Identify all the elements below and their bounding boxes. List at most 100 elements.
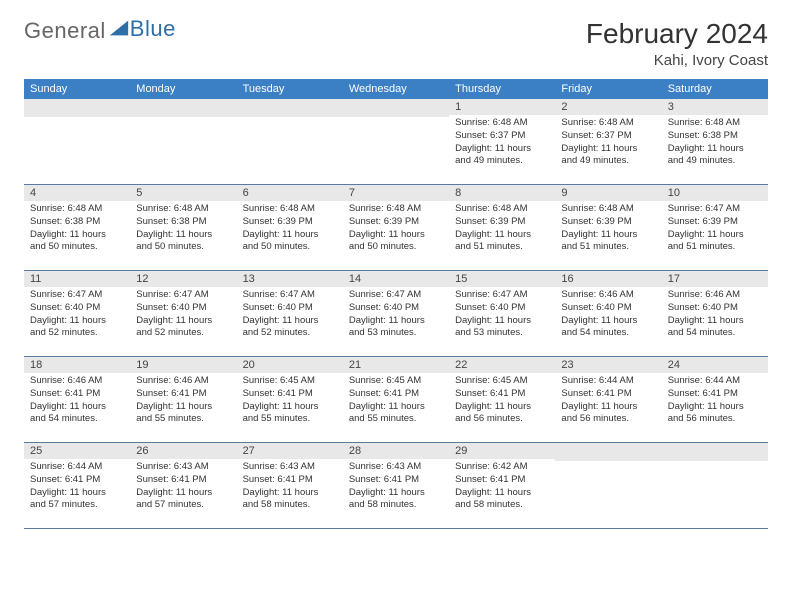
sunset-text: Sunset: 6:41 PM [349, 388, 443, 401]
cell-content: Sunrise: 6:47 AMSunset: 6:40 PMDaylight:… [449, 287, 555, 344]
cell-content: Sunrise: 6:42 AMSunset: 6:41 PMDaylight:… [449, 459, 555, 516]
sunrise-text: Sunrise: 6:44 AM [668, 375, 762, 388]
calendar-cell: 2Sunrise: 6:48 AMSunset: 6:37 PMDaylight… [555, 99, 661, 185]
calendar-cell [555, 443, 661, 529]
sunrise-text: Sunrise: 6:42 AM [455, 461, 549, 474]
day-number: 21 [343, 357, 449, 373]
day-number: 28 [343, 443, 449, 459]
sunrise-text: Sunrise: 6:48 AM [455, 203, 549, 216]
day-number: 3 [662, 99, 768, 115]
calendar-cell: 5Sunrise: 6:48 AMSunset: 6:38 PMDaylight… [130, 185, 236, 271]
calendar: Sunday Monday Tuesday Wednesday Thursday… [24, 79, 768, 529]
day-number: 16 [555, 271, 661, 287]
sunrise-text: Sunrise: 6:48 AM [561, 117, 655, 130]
calendar-cell: 20Sunrise: 6:45 AMSunset: 6:41 PMDayligh… [237, 357, 343, 443]
daylight-text: Daylight: 11 hours and 58 minutes. [455, 487, 549, 513]
sunset-text: Sunset: 6:37 PM [561, 130, 655, 143]
daylight-text: Daylight: 11 hours and 52 minutes. [136, 315, 230, 341]
day-number [662, 443, 768, 461]
cell-content: Sunrise: 6:45 AMSunset: 6:41 PMDaylight:… [343, 373, 449, 430]
sunrise-text: Sunrise: 6:44 AM [30, 461, 124, 474]
day-header: Wednesday [343, 79, 449, 99]
calendar-cell: 27Sunrise: 6:43 AMSunset: 6:41 PMDayligh… [237, 443, 343, 529]
logo-text-1: General [24, 18, 106, 44]
calendar-cell [343, 99, 449, 185]
day-number: 26 [130, 443, 236, 459]
day-number: 13 [237, 271, 343, 287]
sunrise-text: Sunrise: 6:45 AM [455, 375, 549, 388]
calendar-cell [237, 99, 343, 185]
cell-content: Sunrise: 6:45 AMSunset: 6:41 PMDaylight:… [237, 373, 343, 430]
cell-content: Sunrise: 6:44 AMSunset: 6:41 PMDaylight:… [24, 459, 130, 516]
page-subtitle: Kahi, Ivory Coast [586, 52, 768, 69]
daylight-text: Daylight: 11 hours and 58 minutes. [349, 487, 443, 513]
day-number: 20 [237, 357, 343, 373]
daylight-text: Daylight: 11 hours and 56 minutes. [668, 401, 762, 427]
cell-content: Sunrise: 6:48 AMSunset: 6:37 PMDaylight:… [555, 115, 661, 172]
sunrise-text: Sunrise: 6:46 AM [668, 289, 762, 302]
sunrise-text: Sunrise: 6:46 AM [561, 289, 655, 302]
sunset-text: Sunset: 6:40 PM [349, 302, 443, 315]
title-block: February 2024 Kahi, Ivory Coast [586, 18, 768, 69]
page-header: General Blue February 2024 Kahi, Ivory C… [24, 18, 768, 69]
cell-content: Sunrise: 6:47 AMSunset: 6:39 PMDaylight:… [662, 201, 768, 258]
calendar-cell [130, 99, 236, 185]
cell-content: Sunrise: 6:47 AMSunset: 6:40 PMDaylight:… [237, 287, 343, 344]
logo-text-2: Blue [130, 16, 176, 42]
day-number: 29 [449, 443, 555, 459]
calendar-cell: 7Sunrise: 6:48 AMSunset: 6:39 PMDaylight… [343, 185, 449, 271]
cell-content: Sunrise: 6:43 AMSunset: 6:41 PMDaylight:… [343, 459, 449, 516]
cell-content: Sunrise: 6:44 AMSunset: 6:41 PMDaylight:… [555, 373, 661, 430]
sunset-text: Sunset: 6:39 PM [668, 216, 762, 229]
sunset-text: Sunset: 6:41 PM [349, 474, 443, 487]
day-number: 18 [24, 357, 130, 373]
cell-content: Sunrise: 6:48 AMSunset: 6:37 PMDaylight:… [449, 115, 555, 172]
page-title: February 2024 [586, 18, 768, 50]
daylight-text: Daylight: 11 hours and 50 minutes. [136, 229, 230, 255]
calendar-cell: 4Sunrise: 6:48 AMSunset: 6:38 PMDaylight… [24, 185, 130, 271]
sunset-text: Sunset: 6:40 PM [30, 302, 124, 315]
daylight-text: Daylight: 11 hours and 51 minutes. [668, 229, 762, 255]
day-number: 22 [449, 357, 555, 373]
daylight-text: Daylight: 11 hours and 51 minutes. [561, 229, 655, 255]
calendar-cell: 18Sunrise: 6:46 AMSunset: 6:41 PMDayligh… [24, 357, 130, 443]
day-number: 4 [24, 185, 130, 201]
daylight-text: Daylight: 11 hours and 56 minutes. [455, 401, 549, 427]
daylight-text: Daylight: 11 hours and 55 minutes. [136, 401, 230, 427]
day-number: 1 [449, 99, 555, 115]
sunrise-text: Sunrise: 6:48 AM [30, 203, 124, 216]
daylight-text: Daylight: 11 hours and 53 minutes. [349, 315, 443, 341]
daylight-text: Daylight: 11 hours and 51 minutes. [455, 229, 549, 255]
cell-content: Sunrise: 6:48 AMSunset: 6:38 PMDaylight:… [662, 115, 768, 172]
day-number: 15 [449, 271, 555, 287]
cell-content: Sunrise: 6:46 AMSunset: 6:41 PMDaylight:… [24, 373, 130, 430]
sunrise-text: Sunrise: 6:46 AM [136, 375, 230, 388]
day-number [555, 443, 661, 461]
cell-content: Sunrise: 6:48 AMSunset: 6:38 PMDaylight:… [24, 201, 130, 258]
sunrise-text: Sunrise: 6:47 AM [349, 289, 443, 302]
sunset-text: Sunset: 6:41 PM [243, 388, 337, 401]
daylight-text: Daylight: 11 hours and 57 minutes. [30, 487, 124, 513]
sunrise-text: Sunrise: 6:43 AM [349, 461, 443, 474]
calendar-day-headers: Sunday Monday Tuesday Wednesday Thursday… [24, 79, 768, 99]
sunset-text: Sunset: 6:37 PM [455, 130, 549, 143]
calendar-body: 1Sunrise: 6:48 AMSunset: 6:37 PMDaylight… [24, 99, 768, 529]
sunset-text: Sunset: 6:41 PM [561, 388, 655, 401]
logo-triangle-icon [108, 17, 130, 39]
calendar-cell: 1Sunrise: 6:48 AMSunset: 6:37 PMDaylight… [449, 99, 555, 185]
sunrise-text: Sunrise: 6:47 AM [243, 289, 337, 302]
daylight-text: Daylight: 11 hours and 52 minutes. [30, 315, 124, 341]
calendar-cell: 10Sunrise: 6:47 AMSunset: 6:39 PMDayligh… [662, 185, 768, 271]
sunrise-text: Sunrise: 6:48 AM [243, 203, 337, 216]
calendar-cell: 24Sunrise: 6:44 AMSunset: 6:41 PMDayligh… [662, 357, 768, 443]
cell-content: Sunrise: 6:44 AMSunset: 6:41 PMDaylight:… [662, 373, 768, 430]
cell-content: Sunrise: 6:48 AMSunset: 6:38 PMDaylight:… [130, 201, 236, 258]
daylight-text: Daylight: 11 hours and 50 minutes. [30, 229, 124, 255]
cell-content: Sunrise: 6:46 AMSunset: 6:40 PMDaylight:… [662, 287, 768, 344]
sunrise-text: Sunrise: 6:47 AM [136, 289, 230, 302]
calendar-cell: 9Sunrise: 6:48 AMSunset: 6:39 PMDaylight… [555, 185, 661, 271]
sunset-text: Sunset: 6:41 PM [30, 388, 124, 401]
daylight-text: Daylight: 11 hours and 49 minutes. [668, 143, 762, 169]
day-number: 27 [237, 443, 343, 459]
day-number: 8 [449, 185, 555, 201]
